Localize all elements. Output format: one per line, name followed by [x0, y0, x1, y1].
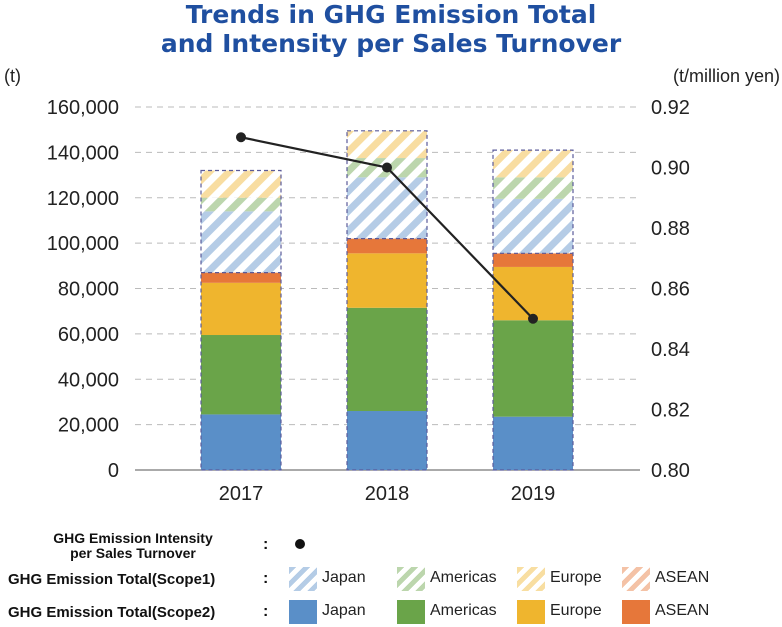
intensity-point-2019 — [528, 313, 538, 324]
legend-scope1-colon: : — [263, 570, 269, 587]
legend-text-asean-scope1: ASEAN — [655, 569, 710, 586]
bar-segment-scope1-americas-2019 — [493, 177, 573, 199]
legend-scope1-label: GHG Emission Total(Scope1) — [8, 571, 216, 588]
bar-segment-scope2-japan-2018 — [347, 411, 427, 470]
legend-intensity-marker-icon — [295, 539, 305, 549]
bar-segment-scope2-europe-2019 — [493, 266, 573, 321]
chart-title-line2: and Intensity per Sales Turnover — [160, 29, 622, 58]
legend-swatch-europe-scope1 — [517, 567, 545, 591]
bar-segment-scope1-japan-2017 — [201, 211, 281, 273]
legend-swatch-asean-scope1 — [622, 567, 650, 591]
left-tick-label: 0 — [108, 460, 119, 482]
legend-intensity-label-line2: per Sales Turnover — [70, 545, 196, 561]
legend-swatch-europe-scope2 — [517, 600, 545, 624]
bar-segment-scope1-europe-2017 — [201, 170, 281, 198]
left-tick-label: 60,000 — [58, 324, 119, 346]
x-tick-label: 2019 — [511, 483, 556, 505]
x-axis-ticks: 2017 2018 2019 — [219, 483, 556, 505]
left-tick-label: 160,000 — [47, 97, 119, 119]
bar-segment-scope2-europe-2018 — [347, 253, 427, 308]
x-tick-label: 2018 — [365, 483, 410, 505]
intensity-point-2018 — [382, 162, 392, 173]
intensity-line — [236, 132, 538, 324]
legend-swatch-asean-scope2 — [622, 600, 650, 624]
right-axis-unit: (t/million yen) — [672, 66, 780, 86]
bar-segment-scope1-americas-2017 — [201, 197, 281, 212]
left-tick-label: 40,000 — [58, 369, 119, 391]
bar-outline-2018 — [346, 130, 428, 471]
bar-segment-scope1-japan-2018 — [347, 177, 427, 239]
right-tick-label: 0.86 — [651, 279, 690, 301]
legend-scope2-colon: : — [263, 603, 269, 620]
right-tick-label: 0.88 — [651, 218, 690, 240]
bar-segment-scope2-europe-2017 — [201, 282, 281, 336]
left-tick-label: 80,000 — [58, 279, 119, 301]
legend-swatch-americas-scope1 — [397, 567, 425, 591]
right-tick-label: 0.80 — [651, 460, 690, 482]
bar-segment-scope2-asean-2019 — [493, 253, 573, 267]
left-tick-label: 20,000 — [58, 415, 119, 437]
bar-segment-scope2-japan-2017 — [201, 414, 281, 470]
chart-title: Trends in GHG Emission Total and Intensi… — [0, 0, 782, 58]
x-tick-label: 2017 — [219, 483, 264, 505]
legend-scope2-label: GHG Emission Total(Scope2) — [8, 604, 216, 621]
legend-swatch-japan-scope2 — [289, 600, 317, 624]
left-axis-ticks: 0 20,000 40,000 60,000 80,000 100,000 120,000 1… — [47, 97, 119, 482]
legend-text-japan-scope2: Japan — [322, 602, 366, 619]
legend-text-japan-scope1: Japan — [322, 569, 366, 586]
bar-outline-2019 — [492, 149, 574, 471]
chart-canvas: 0 20,000 40,000 60,000 80,000 100,000 120,000 1… — [47, 97, 690, 505]
chart-title-line1: Trends in GHG Emission Total — [185, 0, 597, 29]
bar-segment-scope2-americas-2019 — [493, 320, 573, 417]
bars — [200, 130, 574, 471]
bar-segment-scope2-americas-2018 — [347, 307, 427, 412]
left-tick-label: 100,000 — [47, 233, 119, 255]
legend-text-europe-scope1: Europe — [550, 569, 602, 586]
legend-text-americas-scope1: Americas — [430, 569, 497, 586]
right-tick-label: 0.90 — [651, 158, 690, 180]
bar-segment-scope1-japan-2019 — [493, 198, 573, 254]
legend-text-europe-scope2: Europe — [550, 602, 602, 619]
left-tick-label: 140,000 — [47, 142, 119, 164]
bar-segment-scope1-europe-2018 — [347, 130, 427, 159]
bar-segment-scope2-japan-2019 — [493, 416, 573, 470]
bar-segment-scope2-americas-2017 — [201, 335, 281, 415]
legend-text-asean-scope2: ASEAN — [655, 602, 710, 619]
right-axis-ticks: 0.80 0.82 0.84 0.86 0.88 0.90 0.92 — [651, 97, 690, 482]
bar-segment-scope1-europe-2019 — [493, 150, 573, 178]
legend-intensity-label-line1: GHG Emission Intensity — [53, 530, 213, 546]
legend-intensity-label: GHG Emission Intensity per Sales Turnove… — [28, 531, 238, 561]
right-tick-label: 0.84 — [651, 339, 690, 361]
right-tick-label: 0.92 — [651, 97, 690, 119]
left-axis-unit: (t) — [4, 66, 21, 86]
intensity-point-2017 — [236, 132, 246, 143]
bar-segment-scope2-asean-2018 — [347, 238, 427, 254]
bar-segment-scope2-asean-2017 — [201, 272, 281, 283]
legend-swatch-americas-scope2 — [397, 600, 425, 624]
right-tick-label: 0.82 — [651, 400, 690, 422]
legend-text-americas-scope2: Americas — [430, 602, 497, 619]
left-tick-label: 120,000 — [47, 188, 119, 210]
bar-outline-2017 — [200, 169, 282, 471]
legend-swatch-japan-scope1 — [289, 567, 317, 591]
legend-intensity-colon: : — [263, 536, 269, 553]
